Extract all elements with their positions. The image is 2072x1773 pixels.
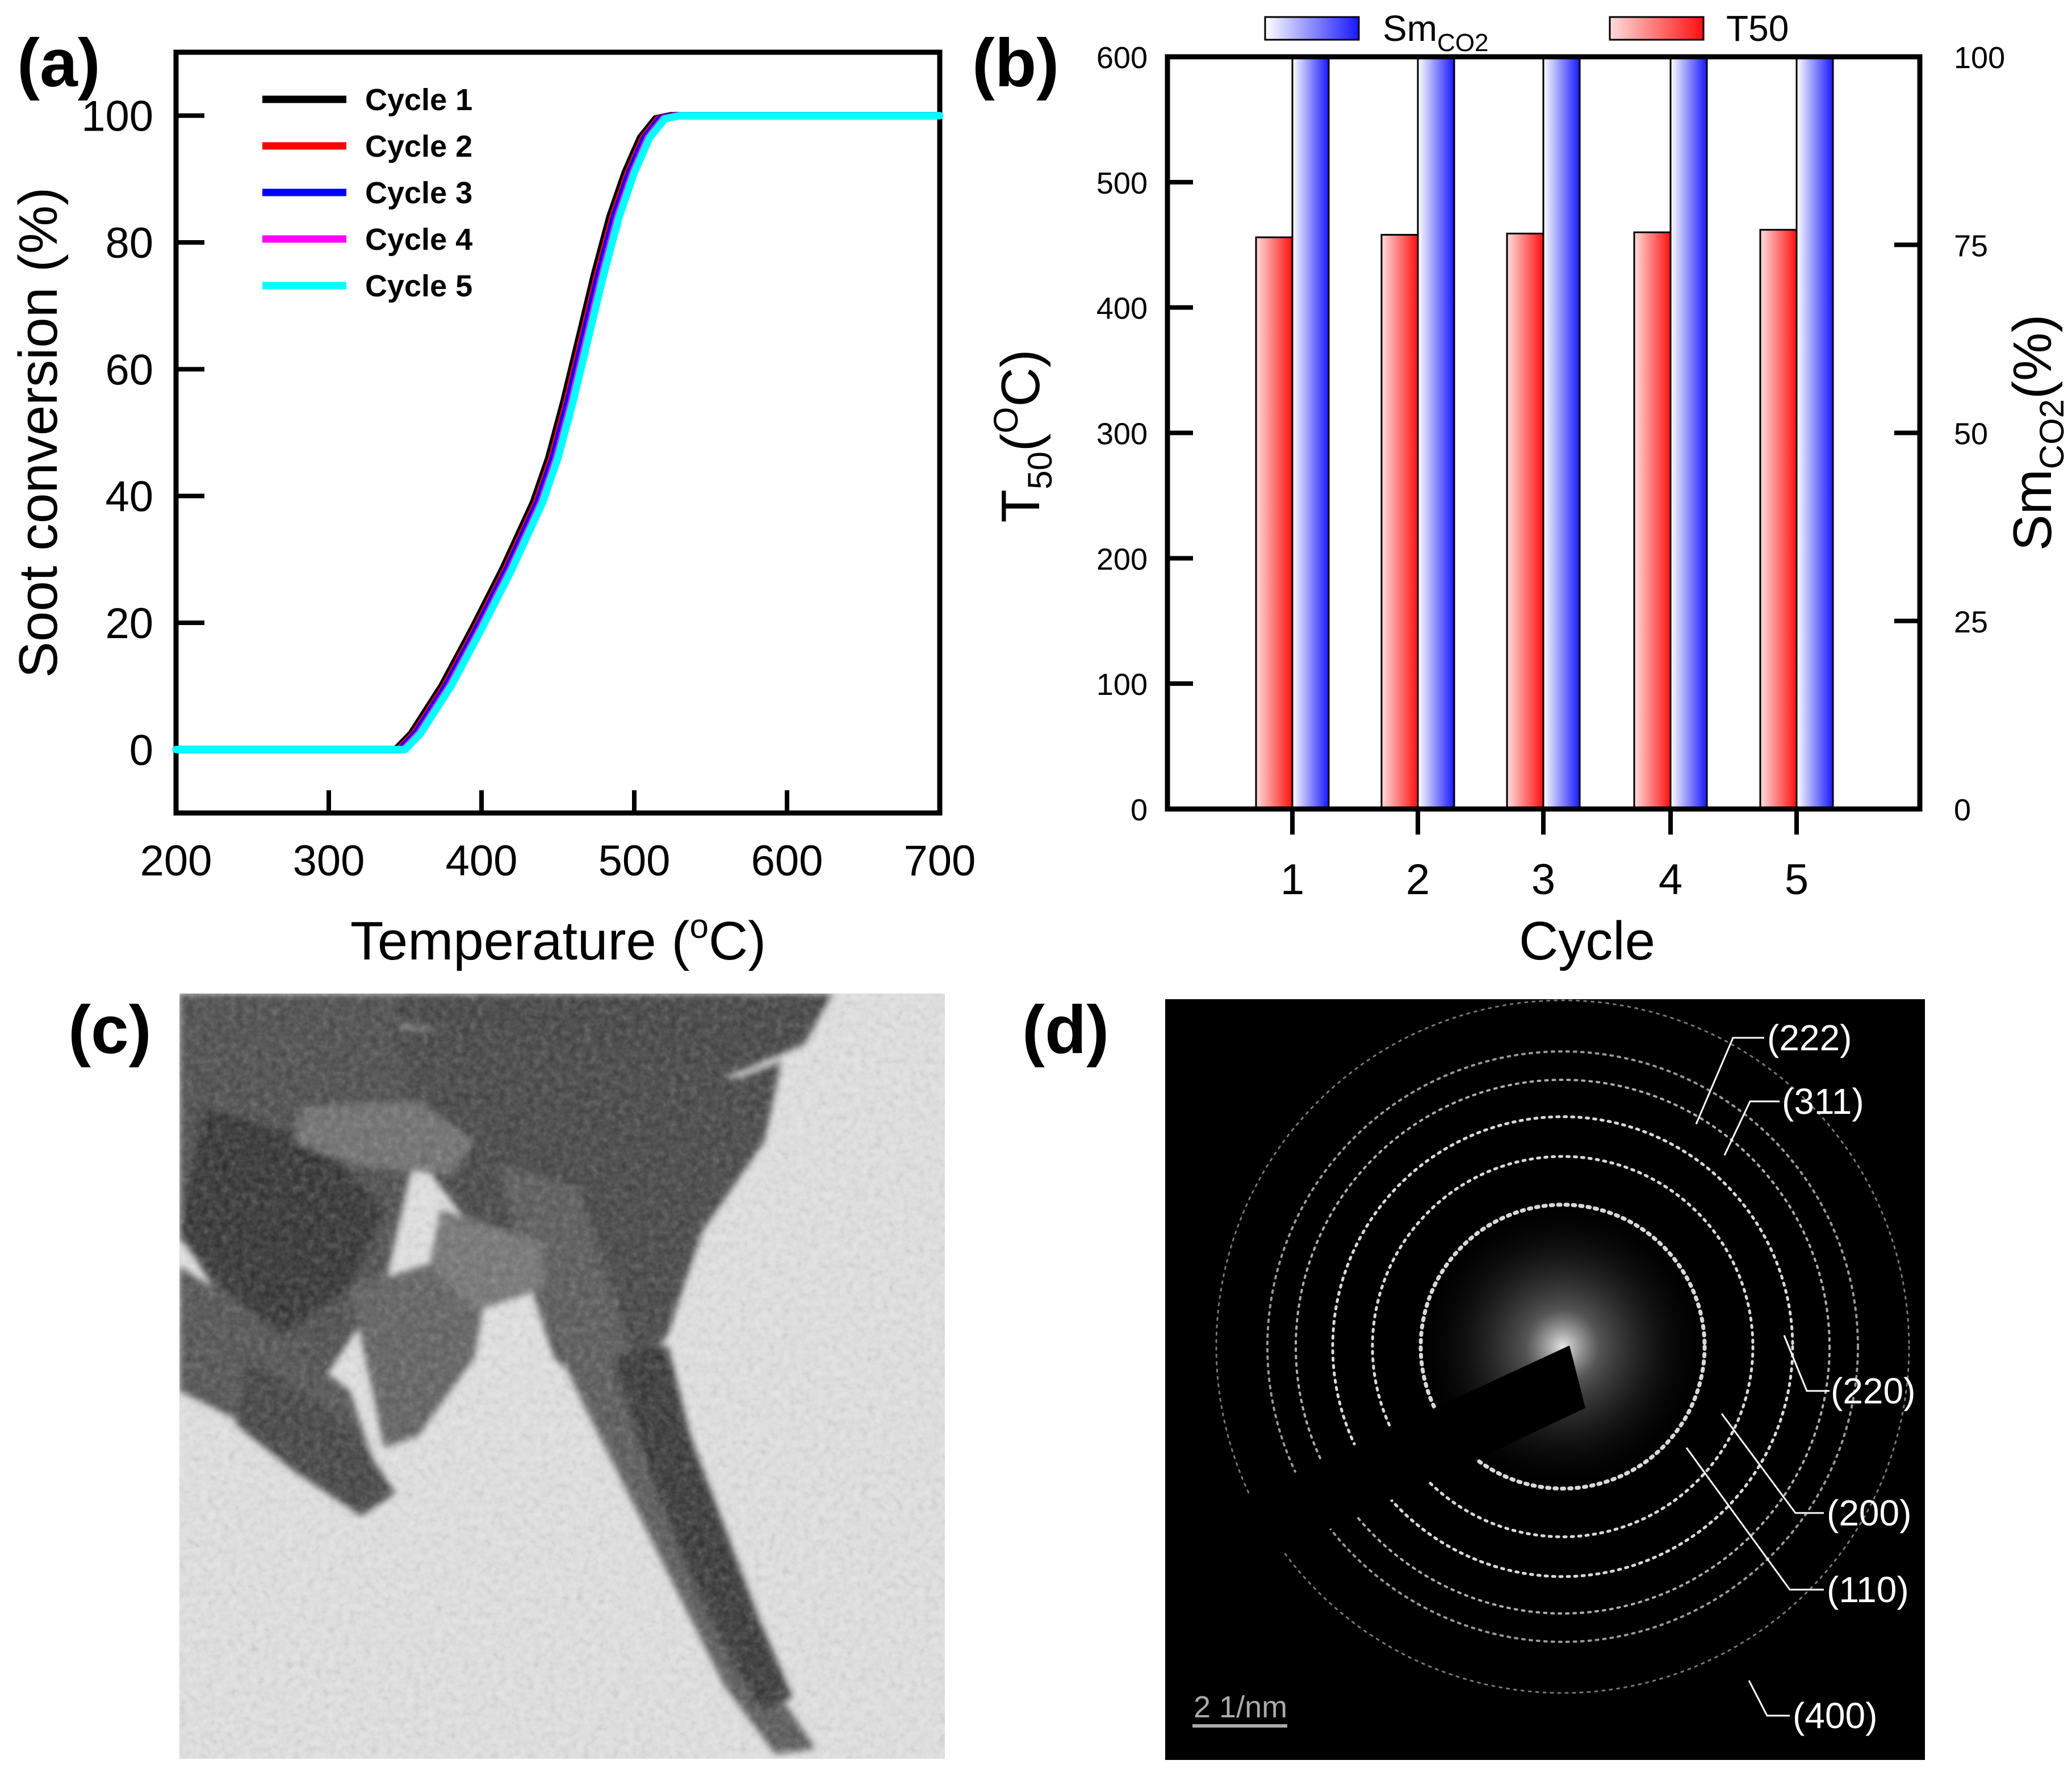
saed-pattern: (222) (311) (220) (200) (110) (400) 2 1/… (1165, 999, 1925, 1760)
panel-label-d: (d) (1022, 992, 1109, 1068)
y-tick-label: 20 (105, 600, 153, 648)
legend-label: Cycle 2 (365, 129, 472, 164)
x-tick-label: 700 (904, 837, 976, 885)
y-tick-label: 80 (105, 219, 153, 267)
chart-a-frame (173, 49, 943, 816)
ring-label-222: (222) (1767, 1017, 1852, 1058)
legend-swatch-t50 (1609, 16, 1705, 41)
legend-label: Cycle 5 (365, 269, 472, 303)
y-left-tick-label: 500 (1096, 166, 1148, 200)
ring-400 (1215, 999, 1910, 1694)
chart-a-x-ticks: 200 300 400 500 600 700 (140, 790, 976, 885)
bar-t50 (1633, 231, 1672, 810)
panel-label-a: (a) (17, 25, 101, 101)
x-tick-label: 200 (140, 837, 212, 885)
x-tick-label: 500 (598, 837, 671, 885)
y-left-tick-label: 600 (1096, 41, 1148, 75)
y-right-tick-label: 25 (1954, 605, 1988, 639)
legend-label-t50: T50 (1726, 8, 1789, 49)
y-tick-label: 60 (105, 346, 153, 394)
x-tick-label: 2 (1406, 856, 1430, 904)
chart-b-bars (1255, 56, 1834, 810)
chart-a-y-ticks: 0 20 40 60 80 100 (81, 93, 204, 774)
chart-a-legend: Cycle 1 Cycle 2 Cycle 3 Cycle 4 Cycle 5 (262, 83, 472, 303)
beam-stop (1165, 1346, 1585, 1607)
y-right-tick-label: 0 (1954, 793, 1971, 827)
y-left-tick-label: 100 (1096, 668, 1148, 702)
scale-bar-label: 2 1/nm (1194, 1690, 1287, 1724)
x-tick-label: 1 (1280, 856, 1304, 904)
series-line-cycle-5 (172, 112, 944, 753)
chart-b: 0 100 200 300 400 500 600 0 25 50 75 100 1 2 3 4 5 SmCO2… (987, 8, 2071, 971)
y-tick-label: 40 (105, 473, 153, 521)
ring-222 (1266, 1050, 1859, 1643)
legend-label: Cycle 1 (365, 83, 472, 117)
y-left-tick-label: 200 (1096, 542, 1148, 576)
y-tick-label: 100 (81, 93, 153, 141)
x-tick-label: 300 (293, 837, 365, 885)
panel-label-c: (c) (68, 992, 152, 1068)
saed-pattern-drawing: (222) (311) (220) (200) (110) (400) 2 1/… (1165, 999, 1925, 1760)
ring-label-400: (400) (1793, 1695, 1877, 1736)
bar-t50 (1255, 236, 1294, 810)
y-left-tick-label: 300 (1096, 417, 1148, 451)
chart-b-y-right-title: SmCO2(%) (2002, 315, 2071, 551)
y-tick-label: 0 (129, 726, 153, 774)
y-right-tick-label: 100 (1954, 41, 2005, 75)
panel-label-b: (b) (972, 25, 1059, 101)
ring-110 (1418, 1202, 1707, 1491)
y-right-tick-label: 50 (1954, 417, 1988, 451)
chart-b-y-left-title: T50(OC) (987, 349, 1059, 522)
bar-smco2 (1795, 56, 1834, 810)
x-tick-label: 400 (446, 837, 518, 885)
ring-label-311: (311) (1782, 1081, 1864, 1122)
chart-b-ticks: 0 100 200 300 400 500 600 0 25 50 75 100 1 2 3 4 5 (1096, 41, 2005, 904)
legend-label: Cycle 4 (365, 223, 472, 257)
ring-200 (1371, 1155, 1755, 1539)
bar-t50 (1759, 229, 1798, 810)
bar-smco2 (1669, 56, 1708, 810)
diffraction-rings (1215, 999, 1910, 1694)
chart-a-series (172, 112, 944, 753)
tem-micrograph-drawing (179, 994, 945, 1759)
legend-label-smco2: SmCO2 (1383, 8, 1488, 57)
tem-micrograph (179, 994, 945, 1759)
x-tick-label: 5 (1785, 856, 1809, 904)
x-tick-label: 600 (751, 837, 823, 885)
x-tick-label: 3 (1531, 856, 1555, 904)
ring-label-220: (220) (1831, 1370, 1915, 1411)
bar-smco2 (1542, 56, 1581, 810)
legend-label: Cycle 3 (365, 176, 472, 210)
chart-b-legend: SmCO2 T50 (1264, 8, 1789, 57)
bar-smco2 (1417, 56, 1455, 810)
ring-311 (1295, 1079, 1831, 1615)
ring-label-leaders (1685, 1037, 1830, 1717)
bar-t50 (1506, 232, 1544, 810)
ring-label-110: (110) (1827, 1569, 1909, 1610)
ring-label-200: (200) (1827, 1493, 1911, 1533)
bar-t50 (1380, 234, 1419, 810)
series-line-cycle-3 (172, 112, 944, 753)
chart-b-x-title: Cycle (1519, 911, 1655, 971)
ring-220 (1331, 1115, 1794, 1578)
y-right-tick-label: 75 (1954, 229, 1988, 263)
x-tick-label: 4 (1659, 856, 1682, 904)
chart-a-y-title: Soot conversion (%) (8, 187, 69, 678)
bar-smco2 (1291, 56, 1330, 810)
y-left-tick-label: 400 (1096, 292, 1148, 326)
chart-a-x-title: Temperature (oC) (350, 907, 766, 971)
legend-swatch-smco2 (1264, 16, 1360, 41)
y-left-tick-label: 0 (1131, 793, 1148, 827)
